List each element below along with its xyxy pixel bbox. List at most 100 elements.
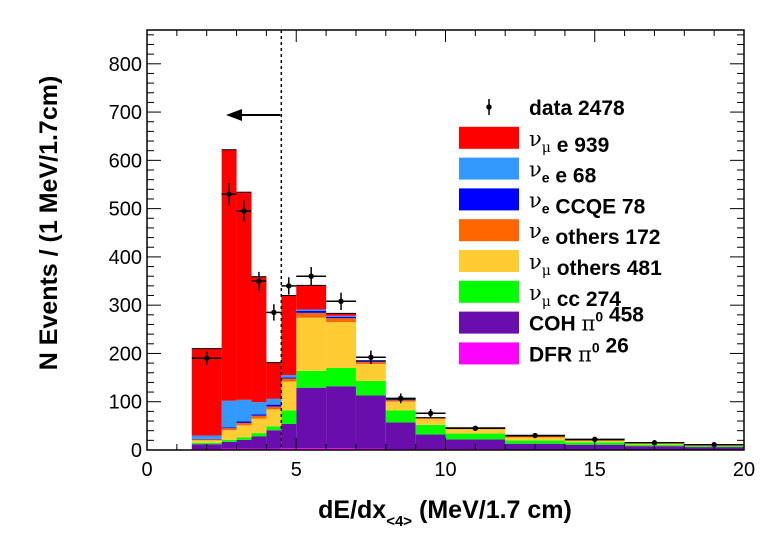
bar-numu_other-4	[266, 409, 282, 427]
data-point-12	[532, 432, 538, 439]
bar-numu_cc-2	[236, 437, 252, 440]
cut-marker	[226, 30, 283, 450]
bar-numu_e-2	[236, 192, 252, 400]
bar-numu_cc-6	[296, 370, 327, 388]
x-tick-label-1: 5	[291, 459, 302, 481]
bar-nue_other-2	[236, 422, 252, 426]
bar-coh-3	[251, 436, 267, 449]
y-tick-label-2: 200	[109, 343, 142, 365]
bar-nue_e-4	[266, 398, 282, 405]
bar-coh-9	[385, 422, 416, 450]
bar-numu_cc-3	[251, 433, 267, 437]
bar-nue_e-1	[221, 400, 237, 428]
bar-dfr-6	[296, 448, 327, 450]
legend-label-1: νμ e 939	[529, 127, 609, 157]
data-point-14	[651, 440, 658, 446]
bar-nue_other-10	[415, 418, 446, 420]
legend-swatch-4	[459, 219, 519, 242]
bar-nue_ccqe-1	[221, 427, 237, 429]
bar-numu_cc-12	[505, 440, 565, 444]
bar-numu_cc-9	[385, 410, 416, 423]
legend-swatch-8	[459, 342, 519, 365]
legend-swatch-7	[459, 311, 519, 334]
x-tick-label-4: 20	[733, 459, 755, 481]
bar-nue_ccqe-2	[236, 421, 252, 423]
y-tick-label-4: 400	[109, 247, 142, 269]
bar-nue_e-5	[281, 375, 297, 378]
data-point-3	[256, 278, 262, 284]
data-point-2	[241, 208, 247, 214]
bar-numu_other-10	[415, 419, 446, 425]
x-tick-label-0: 0	[141, 459, 152, 481]
legend-label-6: νμ cc 274	[529, 281, 621, 311]
x-axis-title-unit: (MeV/1.7 cm)	[412, 496, 572, 524]
bar-numu_cc-7	[326, 367, 356, 387]
data-point-4	[271, 309, 277, 316]
bar-nue_e-7	[326, 315, 356, 317]
bar-numu_e-6	[296, 285, 327, 310]
legend-label-2: νe e 68	[529, 158, 597, 188]
bar-coh-2	[236, 439, 252, 449]
bar-coh-7	[326, 386, 356, 449]
x-axis-title: dE/dx<4> (MeV/1.7 cm)	[318, 496, 572, 530]
legend-swatch-2	[459, 157, 519, 180]
x-tick-label-2: 10	[434, 459, 456, 481]
data-point-9	[398, 395, 404, 402]
bar-numu_e-7	[326, 313, 356, 316]
y-tick-label-7: 700	[109, 102, 142, 124]
data-point-5	[286, 283, 292, 289]
bar-numu_e-5	[281, 295, 297, 376]
bar-dfr-7	[326, 448, 356, 450]
bar-numu_e-4	[266, 362, 282, 399]
bar-nue_ccqe-5	[281, 377, 297, 379]
bar-coh-6	[296, 387, 327, 449]
data-point-11	[472, 425, 479, 431]
bar-numu_cc-1	[221, 439, 237, 442]
bar-numu_other-7	[326, 322, 356, 368]
data-point-6	[308, 273, 314, 279]
y-tick-label-3: 300	[109, 295, 142, 317]
bar-numu_other-9	[385, 401, 416, 411]
bar-nue_ccqe-3	[251, 414, 267, 416]
data-point-7	[338, 298, 344, 305]
data-point-8	[368, 354, 374, 361]
bar-numu_other-2	[236, 425, 252, 438]
bar-coh-10	[415, 434, 446, 450]
bar-numu_other-5	[281, 381, 297, 411]
y-tick-label-1: 100	[109, 392, 142, 414]
legend-label-0: data 2478	[529, 97, 625, 120]
bar-numu_other-3	[251, 418, 267, 434]
bar-numu_other-1	[221, 430, 237, 440]
bar-nue_other-7	[326, 318, 356, 323]
data-point-0	[204, 355, 210, 361]
bar-numu_cc-4	[266, 426, 282, 431]
legend-label-4: νe others 172	[529, 219, 660, 249]
bar-numu_cc-10	[415, 424, 446, 435]
bar-nue_e-2	[236, 399, 252, 422]
legend-swatch-6	[459, 280, 519, 303]
bar-nue_other-3	[251, 415, 267, 419]
bar-numu_other-0	[191, 440, 222, 443]
bar-nue_other-0	[191, 439, 222, 441]
bar-numu_other-11	[445, 429, 506, 434]
legend-label-3: νe CCQE 78	[529, 188, 646, 218]
bar-nue_ccqe-4	[266, 404, 282, 407]
bar-coh-8	[355, 395, 386, 449]
legend-swatch-3	[459, 188, 519, 211]
bar-numu_other-12	[505, 437, 565, 441]
bar-coh-4	[266, 430, 282, 449]
data-point-1	[226, 191, 232, 197]
legend-swatch-1	[459, 126, 519, 149]
bar-nue_ccqe-7	[326, 316, 356, 319]
bar-numu_cc-8	[355, 380, 386, 396]
legend-label-5: νμ others 481	[529, 250, 662, 280]
legend-marker-dot	[486, 104, 492, 110]
y-tick-label-8: 800	[109, 54, 142, 76]
bar-numu_cc-5	[281, 410, 297, 424]
y-axis-title: N Events / (1 MeV/1.7cm)	[35, 76, 63, 371]
bar-coh-5	[281, 423, 297, 449]
y-tick-label-0: 0	[131, 440, 142, 462]
bar-numu_cc-11	[445, 433, 506, 440]
